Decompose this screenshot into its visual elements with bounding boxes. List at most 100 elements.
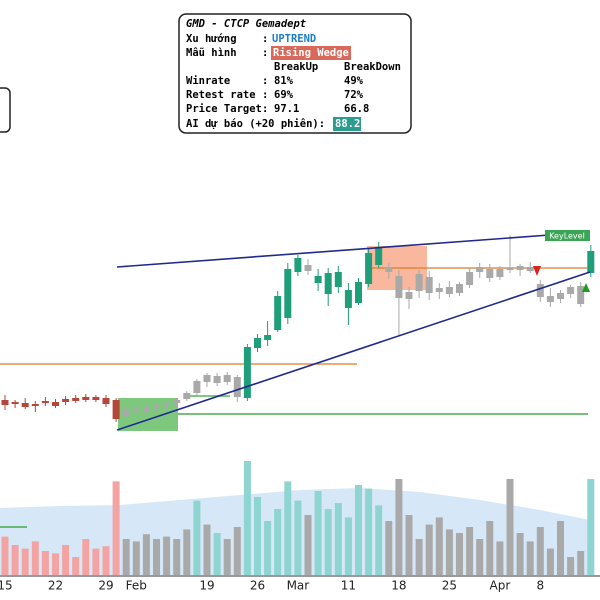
candle-body (254, 338, 261, 348)
info-value: 69% (274, 89, 294, 101)
candle-body (72, 398, 80, 401)
volume-bar (294, 500, 302, 575)
volume-bar (365, 488, 373, 575)
volume-bar (476, 539, 484, 575)
candle-body (1, 400, 9, 405)
x-tick-label: 19 (199, 579, 214, 593)
volume-bar (334, 503, 342, 575)
volume-bar (112, 481, 120, 575)
volume-bar (506, 479, 514, 575)
pattern-value: Rising Wedge (273, 47, 349, 59)
candle-body (163, 404, 171, 406)
candle-body (11, 402, 19, 404)
candle-body (304, 265, 312, 271)
volume-bar (395, 479, 403, 575)
volume-bar (486, 521, 494, 575)
candle-body (344, 290, 352, 308)
volume-bar (496, 541, 504, 575)
candle-body (506, 268, 514, 270)
candle-body (415, 274, 423, 291)
volume-bar (153, 539, 160, 575)
info-label: Xu hướng (186, 33, 237, 45)
candle-body (355, 282, 362, 303)
volume-bar (183, 529, 191, 575)
candle-body (314, 276, 322, 283)
candle-body (334, 272, 342, 287)
info-box: GMD - CTCP Gemadept Xu hướng : UPTREND M… (178, 13, 412, 134)
volume-bar (284, 481, 292, 575)
volume-bar (344, 517, 352, 575)
candle-body (395, 276, 403, 298)
arrow-down (533, 266, 541, 276)
x-tick-label: Apr (490, 579, 511, 593)
candle-body (425, 277, 433, 293)
candle-body (223, 375, 231, 382)
candle-body (456, 284, 463, 293)
candle-body (445, 287, 453, 294)
volume-bar (233, 527, 241, 575)
volume-bar (314, 491, 322, 575)
info-sep: : (262, 33, 268, 45)
info-value: 66.8 (344, 103, 369, 115)
candle-body (193, 381, 201, 393)
volume-bar (31, 541, 39, 575)
candle-body (536, 284, 544, 297)
volume-bar (375, 505, 383, 575)
volume-bar (62, 545, 70, 575)
candle-body (52, 402, 59, 406)
candle-body (557, 293, 564, 299)
volume-bar (466, 527, 474, 575)
candle-body (274, 296, 282, 330)
info-sep: : (262, 89, 268, 101)
partial-box (0, 87, 11, 133)
volume-bar (132, 541, 140, 575)
info-value: 81% (274, 75, 294, 87)
candle-body (264, 335, 272, 340)
info-value: 49% (344, 75, 364, 87)
volume-bar (516, 533, 524, 575)
volume-bar (435, 517, 443, 575)
candle-body (375, 247, 383, 265)
candle-body (405, 292, 413, 299)
info-frame (178, 13, 412, 134)
key-level-badge (545, 230, 590, 241)
candle-body (435, 288, 443, 292)
volume-bar (425, 524, 433, 575)
ai-badge (333, 117, 361, 131)
candle-body (132, 409, 140, 412)
volume-bar (445, 529, 453, 575)
info-label: Mẫu hình (186, 47, 237, 59)
volume-bar (11, 545, 19, 575)
x-axis: 15 22 29 Feb 19 26 Mar 11 18 25 Apr 8 (0, 579, 544, 593)
volume-bar (173, 539, 181, 575)
candle-body (546, 296, 554, 302)
info-value: 72% (344, 89, 364, 101)
volume-bar (587, 479, 595, 575)
candle-body (21, 403, 29, 407)
volume-bar (264, 521, 272, 575)
candle-body (476, 267, 484, 272)
candle-body (112, 400, 120, 419)
volume-bar (546, 548, 554, 575)
volume-bar (526, 541, 534, 575)
info-sep: : (262, 75, 268, 87)
candle-body (516, 266, 524, 270)
trend-line (116, 231, 591, 268)
candle-body (294, 258, 302, 272)
volume-bar (163, 536, 171, 575)
info-label: Winrate (186, 75, 230, 87)
volume-bar (92, 548, 100, 575)
volume-bar (82, 539, 90, 575)
candle-body (526, 267, 534, 271)
volume-bar (536, 527, 544, 575)
volume-bar (274, 509, 282, 575)
candle-body (122, 410, 130, 415)
x-tick-label: 8 (536, 579, 544, 593)
volume-bar (355, 485, 362, 575)
candle-body (92, 397, 100, 400)
volume-bar (254, 497, 261, 575)
volume-bar (21, 548, 29, 575)
candle-body (153, 406, 160, 408)
candle-body (243, 347, 251, 398)
